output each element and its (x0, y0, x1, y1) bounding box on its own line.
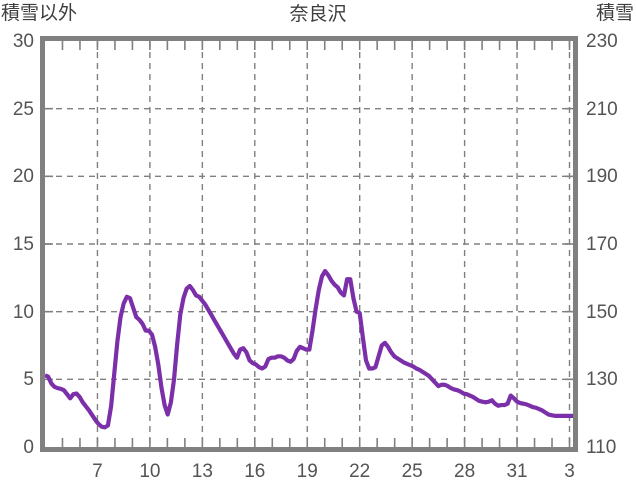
left-axis-title: 積雪以外 (1, 3, 78, 24)
y-tick-left-5: 5 (23, 369, 34, 391)
x-tick-22: 22 (349, 461, 371, 482)
y-tick-right-150: 150 (586, 301, 618, 323)
y-tick-right-230: 230 (586, 31, 618, 52)
y-tick-right-170: 170 (586, 234, 618, 255)
x-tick-13: 13 (191, 461, 213, 482)
y-tick-left-20: 20 (12, 166, 34, 188)
plot-area (45, 41, 573, 447)
y-tick-right-210: 210 (586, 98, 618, 120)
x-tick-19: 19 (296, 461, 318, 482)
right-tick-marks (565, 107, 573, 381)
x-tick-28: 28 (454, 461, 476, 482)
y-tick-left-10: 10 (12, 301, 34, 323)
top-tick-marks (61, 41, 571, 50)
x-tick-25: 25 (401, 461, 423, 482)
data-line-snow (45, 268, 573, 430)
y-tick-left-25: 25 (12, 98, 34, 120)
x-tick-16: 16 (244, 461, 266, 482)
horizontal-gridlines (45, 107, 573, 381)
left-tick-marks (45, 107, 53, 381)
y-tick-left-30: 30 (12, 31, 34, 52)
y-tick-right-110: 110 (586, 437, 617, 458)
y-tick-left-15: 15 (12, 234, 34, 255)
y-tick-right-190: 190 (586, 166, 618, 188)
chart-title: 奈良沢 (289, 4, 347, 25)
y-tick-left-0: 0 (23, 437, 34, 458)
right-axis-title: 積雪 (595, 3, 634, 24)
bottom-tick-marks (61, 438, 571, 447)
x-tick-10: 10 (139, 461, 161, 482)
x-tick-3: 3 (564, 461, 575, 482)
y-tick-right-130: 130 (586, 369, 618, 391)
x-tick-31: 31 (506, 461, 528, 482)
x-tick-7: 7 (92, 461, 103, 482)
